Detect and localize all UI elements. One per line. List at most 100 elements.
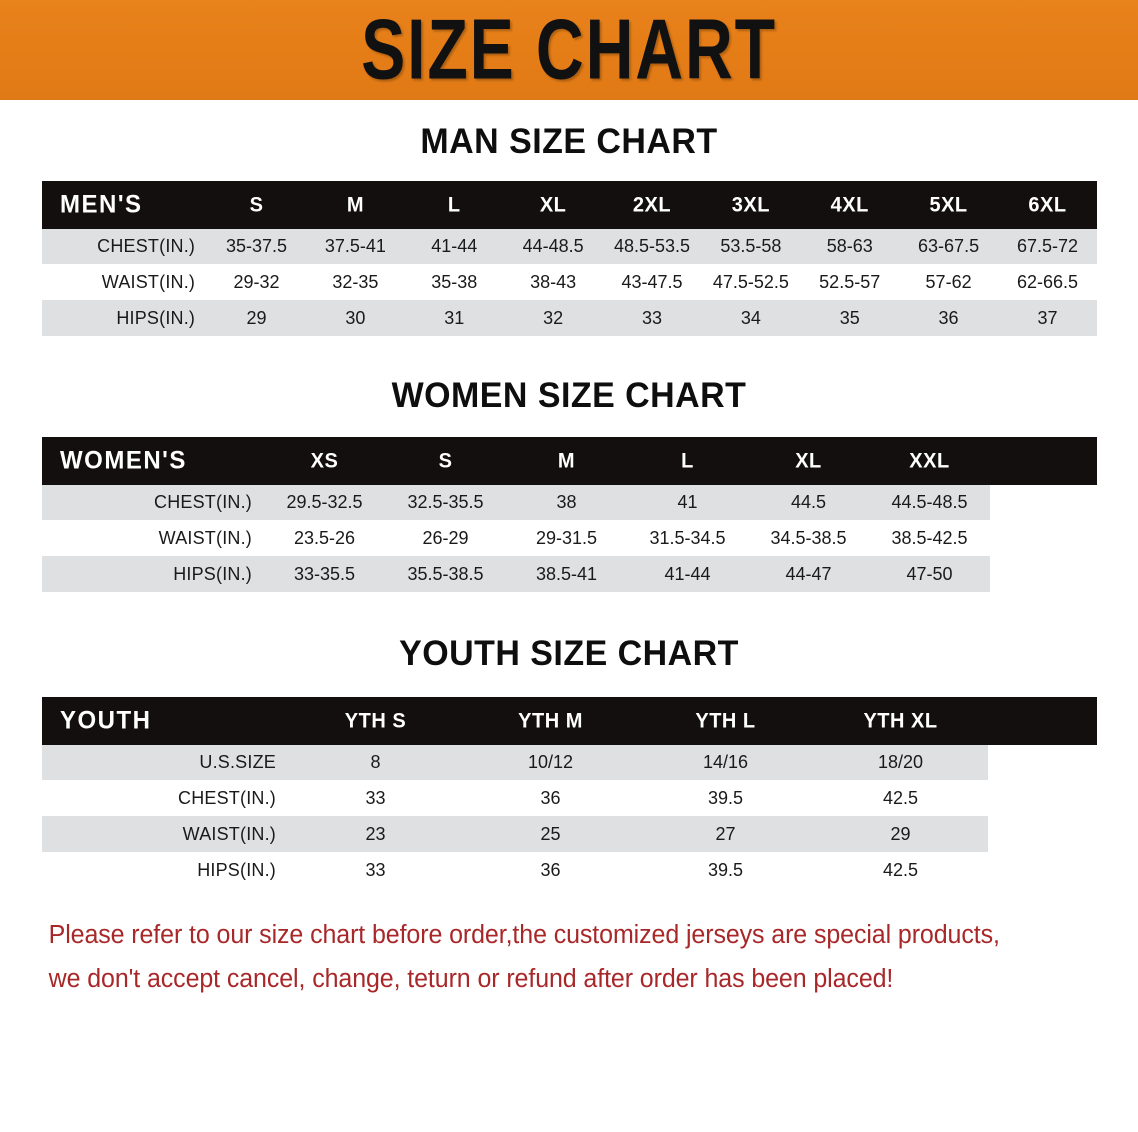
table-cell: 36 (899, 300, 998, 336)
table-cell: 67.5-72 (998, 228, 1097, 264)
table-cell: 23.5-26 (264, 520, 385, 556)
table-row: CHEST(IN.) 33 36 39.5 42.5 (42, 780, 1097, 816)
man-size-section: MAN SIZE CHART MEN'S S M L XL 2XL 3XL 4X… (0, 122, 1138, 336)
man-row-label-chest: CHEST(IN.) (42, 228, 208, 264)
table-header-row: YOUTH YTH S YTH M YTH L YTH XL (42, 696, 1097, 746)
table-cell: 25 (463, 816, 638, 852)
youth-row-label-chest: CHEST(IN.) (42, 780, 288, 816)
table-cell: 33 (602, 300, 702, 336)
table-cell: 63-67.5 (899, 228, 998, 264)
table-cell: 29 (813, 816, 988, 852)
youth-col-l: YTH L (638, 696, 813, 746)
table-cell: 58-63 (800, 228, 900, 264)
table-cell: 34 (701, 300, 801, 336)
table-cell: 35 (800, 300, 900, 336)
table-cell: 37 (998, 300, 1097, 336)
table-row: HIPS(IN.) 33-35.5 35.5-38.5 38.5-41 41-4… (42, 556, 1097, 592)
man-section-title: MAN SIZE CHART (420, 122, 718, 161)
table-row: CHEST(IN.) 29.5-32.5 32.5-35.5 38 41 44.… (42, 484, 1097, 520)
table-cell: 33-35.5 (264, 556, 385, 592)
table-cell-spacer (988, 744, 1097, 780)
table-cell-spacer (988, 780, 1097, 816)
table-cell: 35-38 (404, 264, 504, 300)
disclaimer-note: Please refer to our size chart before or… (49, 914, 1090, 1002)
disclaimer-line-1: Please refer to our size chart before or… (48, 921, 1000, 949)
man-col-6xl: 6XL (998, 180, 1097, 230)
disclaimer-line-2: we don't accept cancel, change, teturn o… (48, 964, 894, 993)
table-cell: 47-50 (869, 556, 990, 592)
women-col-spacer (990, 436, 1097, 486)
table-row: HIPS(IN.) 29 30 31 32 33 34 35 36 37 (42, 300, 1097, 336)
table-cell: 33 (288, 852, 463, 888)
table-cell: 32.5-35.5 (385, 484, 506, 520)
table-cell: 62-66.5 (998, 264, 1097, 300)
man-col-m: M (305, 180, 405, 230)
man-col-3xl: 3XL (701, 180, 801, 230)
table-cell: 23 (288, 816, 463, 852)
youth-row-label-hips: HIPS(IN.) (42, 852, 288, 888)
table-row: CHEST(IN.) 35-37.5 37.5-41 41-44 44-48.5… (42, 228, 1097, 264)
man-col-s: S (207, 180, 306, 230)
women-row-label-waist: WAIST(IN.) (42, 520, 264, 556)
table-cell: 38-43 (503, 264, 603, 300)
youth-col-xl: YTH XL (813, 696, 988, 746)
youth-corner-label: YOUTH (42, 696, 288, 746)
table-cell: 44.5 (748, 484, 869, 520)
table-cell: 10/12 (463, 744, 638, 780)
women-col-xxl: XXL (869, 436, 990, 486)
table-cell: 53.5-58 (701, 228, 801, 264)
women-col-s: S (385, 436, 506, 486)
page-banner: SIZE CHART (0, 0, 1138, 100)
table-cell: 29-31.5 (506, 520, 627, 556)
man-table-wrap: MEN'S S M L XL 2XL 3XL 4XL 5XL 6XL CHEST… (42, 180, 1097, 336)
table-cell: 14/16 (638, 744, 813, 780)
table-cell: 42.5 (813, 780, 988, 816)
man-col-xl: XL (503, 180, 603, 230)
man-row-label-hips: HIPS(IN.) (42, 300, 208, 336)
table-row: HIPS(IN.) 33 36 39.5 42.5 (42, 852, 1097, 888)
table-cell: 8 (288, 744, 463, 780)
table-cell: 43-47.5 (602, 264, 702, 300)
table-cell: 29 (207, 300, 306, 336)
man-row-label-waist: WAIST(IN.) (42, 264, 208, 300)
women-corner-label: WOMEN'S (42, 436, 264, 486)
youth-col-m: YTH M (463, 696, 638, 746)
youth-size-section: YOUTH SIZE CHART YOUTH YTH S YTH M YTH L… (0, 634, 1138, 888)
table-cell: 38.5-41 (506, 556, 627, 592)
table-cell: 34.5-38.5 (748, 520, 869, 556)
table-cell: 57-62 (899, 264, 998, 300)
table-cell-spacer (988, 852, 1097, 888)
table-cell: 26-29 (385, 520, 506, 556)
youth-row-label-waist: WAIST(IN.) (42, 816, 288, 852)
youth-col-spacer (988, 696, 1097, 746)
table-cell: 36 (463, 852, 638, 888)
table-cell: 47.5-52.5 (701, 264, 801, 300)
women-table-wrap: WOMEN'S XS S M L XL XXL CHEST(IN.) 29.5-… (42, 436, 1097, 592)
youth-col-s: YTH S (288, 696, 463, 746)
man-col-4xl: 4XL (800, 180, 900, 230)
table-cell: 39.5 (638, 852, 813, 888)
table-cell: 35-37.5 (207, 228, 306, 264)
women-size-section: WOMEN SIZE CHART WOMEN'S XS S M L XL XXL (0, 376, 1138, 592)
table-cell: 39.5 (638, 780, 813, 816)
table-cell: 31.5-34.5 (627, 520, 748, 556)
table-cell: 41 (627, 484, 748, 520)
women-col-xs: XS (264, 436, 385, 486)
youth-size-table: YOUTH YTH S YTH M YTH L YTH XL U.S.SIZE … (42, 696, 1097, 888)
table-cell-spacer (988, 816, 1097, 852)
table-header-row: WOMEN'S XS S M L XL XXL (42, 436, 1097, 486)
page-title: SIZE CHART (361, 2, 777, 98)
women-section-title: WOMEN SIZE CHART (391, 376, 747, 415)
table-cell: 18/20 (813, 744, 988, 780)
man-col-l: L (404, 180, 504, 230)
table-cell: 35.5-38.5 (385, 556, 506, 592)
table-cell: 29-32 (207, 264, 306, 300)
table-cell: 44.5-48.5 (869, 484, 990, 520)
man-col-5xl: 5XL (899, 180, 998, 230)
table-cell: 29.5-32.5 (264, 484, 385, 520)
table-cell: 41-44 (404, 228, 504, 264)
table-cell-spacer (990, 520, 1097, 556)
table-row: WAIST(IN.) 23 25 27 29 (42, 816, 1097, 852)
table-header-row: MEN'S S M L XL 2XL 3XL 4XL 5XL 6XL (42, 180, 1097, 230)
table-cell: 38.5-42.5 (869, 520, 990, 556)
